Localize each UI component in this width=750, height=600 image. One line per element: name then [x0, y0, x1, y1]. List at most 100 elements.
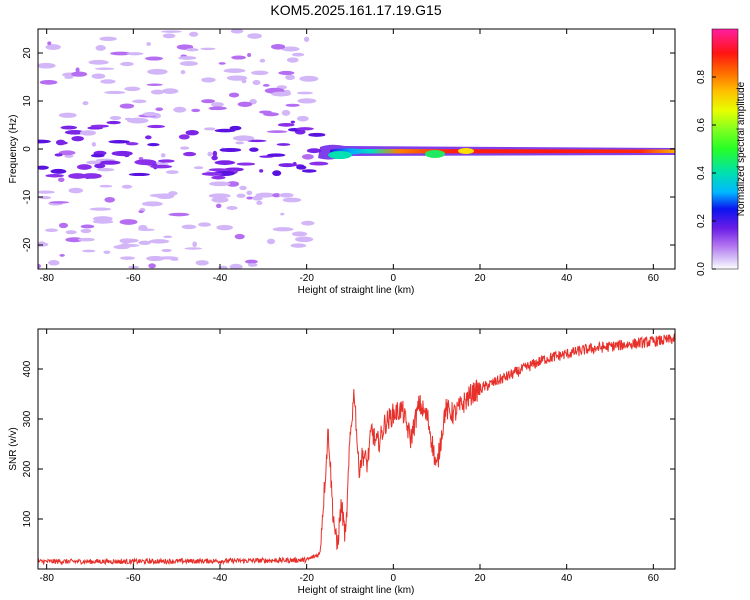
heatmap-blob — [146, 83, 163, 87]
heatmap-blob-strong — [183, 151, 197, 157]
colorbar-tick-label: 0.2 — [696, 214, 707, 228]
heatmap-blob — [150, 89, 164, 95]
heatmap-blob — [100, 79, 116, 84]
heatmap-blob — [65, 237, 84, 243]
plot-frame-bottom — [37, 328, 676, 570]
colorbar-frame — [711, 28, 739, 270]
heatmap-blob-strong — [45, 173, 64, 178]
heatmap-blob — [99, 36, 117, 41]
heatmap-blob — [158, 256, 179, 260]
heatmap-blob — [178, 56, 197, 60]
heatmap-blob-strong — [90, 124, 110, 128]
colorbar-tick-label: 0.4 — [696, 166, 707, 180]
snr-series-line — [38, 333, 675, 566]
x-tick-label: 0 — [391, 273, 397, 284]
heatmap-blob-strong — [125, 142, 139, 146]
heatmap-blob — [259, 169, 264, 173]
heatmap-blob — [38, 241, 46, 247]
heatmap-blob — [280, 212, 285, 216]
heatmap-blob — [179, 61, 198, 67]
y-axis-label-bottom: SNR (v/v) — [8, 427, 19, 470]
heatmap-blob — [282, 197, 302, 203]
y-tick-label: 100 — [22, 510, 33, 527]
colorbar: 0.0 0.2 0.4 0.6 0.8 Normalized spectral ampl… — [696, 28, 747, 276]
heatmap-blob — [209, 107, 216, 111]
x-tick-label: -60 — [126, 573, 141, 584]
band-blob-c — [458, 148, 474, 154]
heatmap-blob — [303, 36, 310, 42]
x-tick-label: 60 — [648, 573, 660, 584]
heatmap-blob — [226, 75, 248, 81]
x-axis-label-top: Height of straight line (km) — [298, 285, 415, 296]
heatmap-blob — [211, 196, 229, 203]
axes-bottom: -80 -60 -40 -20 0 20 40 60 400 300 200 100 — [22, 329, 675, 584]
heatmap-blob — [211, 155, 218, 161]
heatmap-blob — [49, 201, 70, 204]
heatmap-blob — [59, 253, 65, 257]
heatmap-blob-strong — [147, 124, 165, 129]
heatmap-blob — [160, 153, 166, 158]
x-tick-label: 20 — [474, 273, 486, 284]
heatmap-blob — [231, 55, 247, 60]
heatmap-blob — [228, 92, 240, 98]
heatmap-blob — [180, 146, 190, 150]
heatmap-blob — [272, 227, 294, 232]
heatmap-blob — [266, 130, 288, 134]
heatmap-blob — [162, 33, 176, 39]
heatmap-blob-strong — [147, 142, 160, 147]
heatmap-blob — [96, 167, 115, 172]
heatmap-blob — [68, 187, 84, 194]
heatmap-blob — [278, 70, 295, 76]
heatmap-blob — [60, 125, 78, 130]
heatmap-blob — [91, 73, 106, 79]
x-tick-label: 0 — [391, 573, 397, 584]
heatmap-blob — [241, 79, 247, 84]
band-blob-b — [425, 150, 445, 158]
heatmap-blob — [252, 195, 263, 201]
heatmap-blob — [119, 219, 138, 225]
heatmap-blob — [145, 56, 164, 61]
heatmap-blob — [278, 163, 296, 168]
heatmap-blob — [256, 200, 263, 205]
heatmap-blob-strong — [277, 122, 295, 127]
heatmap-blob-strong — [90, 153, 105, 158]
heatmap-blob — [48, 260, 60, 266]
snr-panel: -80 -60 -40 -20 0 20 40 60 400 300 200 100 Height o… — [8, 328, 676, 596]
heatmap-blob — [54, 153, 63, 157]
heatmap-blob — [138, 210, 144, 214]
heatmap-blob — [285, 103, 300, 107]
band-core — [330, 148, 675, 156]
heatmap-blob — [141, 201, 163, 207]
heatmap-blob — [296, 115, 309, 122]
heatmap-blob — [64, 76, 74, 79]
heatmap-blob — [104, 196, 116, 203]
x-tick-label: -20 — [299, 273, 314, 284]
heatmap-blob — [161, 88, 179, 94]
heatmap-blob — [201, 99, 216, 104]
heatmap-blob — [110, 51, 132, 56]
heatmap-blob — [55, 139, 66, 146]
heatmap-blob — [132, 99, 147, 104]
x-tick-label: 20 — [474, 573, 486, 584]
y-tick-label: -10 — [22, 189, 33, 204]
colorbar-tick-label: 0.6 — [696, 118, 707, 132]
heatmap-blob — [192, 241, 197, 248]
heatmap-blob — [99, 160, 121, 165]
heatmap-blob — [94, 163, 106, 169]
heatmap-blob — [272, 193, 281, 198]
heatmap-blob — [120, 61, 134, 67]
heatmap-blob — [297, 98, 317, 104]
heatmap-blob — [80, 224, 95, 229]
chart-title: KOM5.2025.161.17.19.G15 — [270, 2, 441, 18]
x-tick-label: -40 — [213, 273, 228, 284]
heatmap-blob — [193, 166, 204, 170]
heatmap-blob — [109, 115, 122, 120]
spectrogram-panel: -80 -60 -40 -20 0 20 40 60 20 10 0 -10 -20 Height of… — [8, 28, 676, 296]
heatmap-blob — [161, 248, 172, 253]
heatmap-blob — [39, 79, 58, 85]
heatmap-blob — [191, 108, 201, 113]
heatmap-blob — [299, 75, 319, 82]
x-tick-label: -80 — [39, 573, 54, 584]
heatmap-blob — [266, 238, 276, 245]
